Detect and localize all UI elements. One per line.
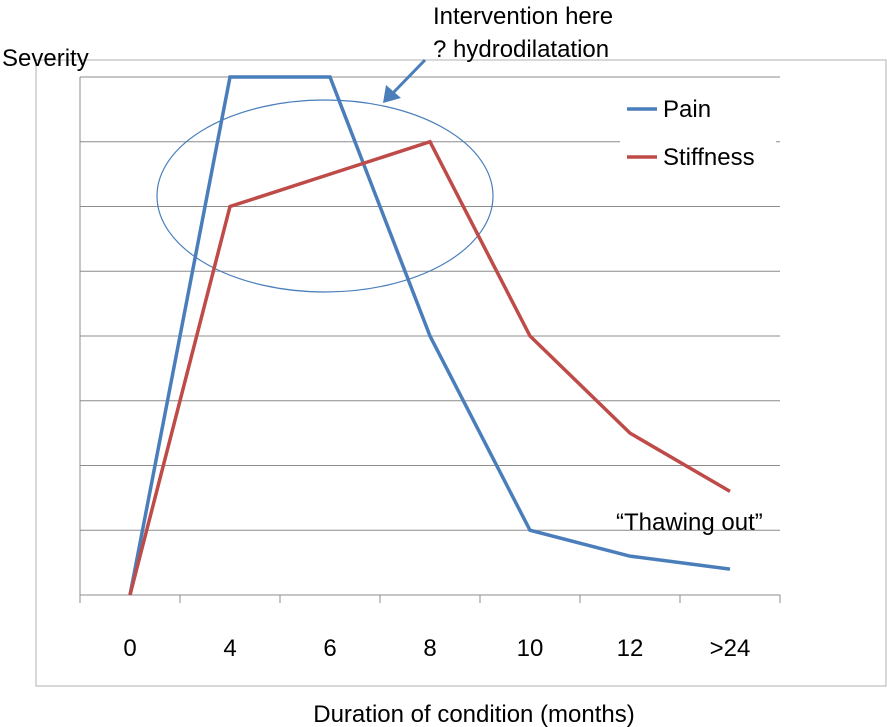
y-axis-label: Severity bbox=[2, 45, 89, 72]
axes bbox=[79, 77, 781, 603]
x-tick-labels: 0 4 6 8 10 12 >24 bbox=[123, 635, 750, 662]
annotation-intervention-line-1: Intervention here bbox=[433, 3, 613, 30]
x-tick-label: 4 bbox=[223, 635, 236, 662]
x-tick-label: 10 bbox=[517, 635, 544, 662]
arrow-head bbox=[383, 85, 401, 103]
x-axis-label: Duration of condition (months) bbox=[313, 701, 635, 727]
x-tick-label: >24 bbox=[710, 635, 751, 662]
x-tick-label: 12 bbox=[617, 635, 644, 662]
x-tick-label: 0 bbox=[123, 635, 136, 662]
x-tick-label: 6 bbox=[323, 635, 336, 662]
legend-label-stiffness: Stiffness bbox=[663, 144, 755, 171]
intervention-arrow bbox=[383, 58, 427, 103]
legend-box bbox=[620, 88, 776, 198]
annotation-thawing-out: “Thawing out” bbox=[616, 509, 763, 536]
intervention-ellipse bbox=[156, 99, 494, 293]
intervention-ellipse-group bbox=[156, 99, 494, 293]
chart-frame bbox=[35, 59, 887, 687]
annotation-intervention: Intervention here ? hydrodilatation bbox=[433, 3, 613, 63]
legend: Pain Stiffness bbox=[620, 88, 776, 198]
series bbox=[128, 75, 731, 596]
annotation-intervention-line-2: ? hydrodilatation bbox=[433, 36, 609, 63]
legend-label-pain: Pain bbox=[663, 96, 711, 123]
arrow-shaft bbox=[389, 58, 427, 97]
x-tick-label: 8 bbox=[423, 635, 436, 662]
